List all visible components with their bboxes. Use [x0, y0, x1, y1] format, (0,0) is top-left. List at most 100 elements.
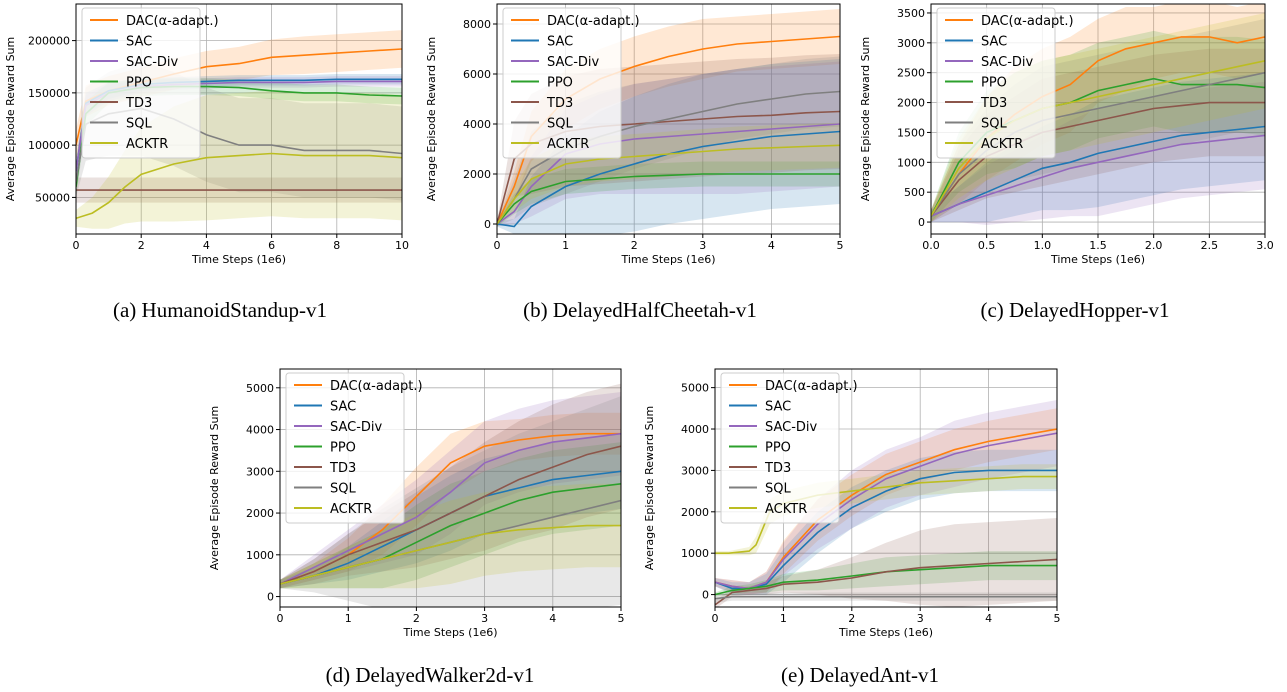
- plot-frame: [75, 3, 403, 235]
- y-tick-label: 3500: [897, 7, 925, 20]
- x-tick-label: 2: [138, 239, 145, 252]
- legend-label: DAC(α-adapt.): [330, 379, 423, 394]
- legend-label: DAC(α-adapt.): [126, 14, 219, 29]
- band-sac: [280, 433, 621, 589]
- legend-label: TD3: [125, 96, 152, 111]
- legend-label: DAC(α-adapt.): [981, 14, 1074, 29]
- y-tick-label: 3000: [897, 37, 925, 50]
- series-line-sac: [497, 130, 840, 228]
- y-axis-label: Average Episode Reward Sum: [425, 37, 438, 202]
- series-line-sac: [931, 125, 1265, 217]
- x-tick-label: 4: [768, 239, 775, 252]
- chart-svg-e: 0 1 2 3 4 5 0 1000 2000 3000 4000 5000 Time Steps (1…: [643, 368, 1061, 639]
- plot-frame: [496, 3, 841, 235]
- x-tick-label: 10: [395, 239, 409, 252]
- x-tick-label: 0: [73, 239, 80, 252]
- y-tick-label: 4000: [246, 424, 274, 437]
- x-tick-label: 4: [985, 612, 992, 625]
- y-tick-label: 2000: [681, 506, 709, 519]
- x-tick-label: 3.0: [1256, 239, 1274, 252]
- band-sac-div: [280, 392, 621, 589]
- x-tick-label: 0: [494, 239, 501, 252]
- caption-c: (c) DelayedHopper-v1: [980, 298, 1170, 322]
- chart-panel-humanoidstandup: 0 2 4 6 8 10 50000 100000 150000 200000 Time Steps…: [0, 0, 425, 280]
- legend-label: SQL: [981, 117, 1007, 132]
- series-line-ppo: [715, 564, 1057, 596]
- legend-label: TD3: [546, 96, 573, 111]
- legend-label: SAC: [981, 35, 1007, 50]
- legend-label: ACKTR: [765, 502, 807, 517]
- caption-d: (d) DelayedWalker2d-v1: [325, 663, 535, 687]
- legend-label: SQL: [765, 482, 791, 497]
- legend-label: ACKTR: [126, 137, 168, 152]
- y-tick-label: 3000: [681, 464, 709, 477]
- series-line-td3: [715, 558, 1057, 606]
- band-sac: [497, 59, 840, 234]
- chart-panel-delayedwalker2d: 0 1 2 3 4 5 0 1000 2000 3000 4000 5000 Time Steps (1…: [208, 365, 640, 650]
- x-axis-label: Time Steps (1e6): [191, 253, 286, 266]
- y-tick-label: 1500: [897, 126, 925, 139]
- legend-label: PPO: [330, 441, 356, 456]
- x-tick-label: 2.5: [1201, 239, 1219, 252]
- legend-label: PPO: [765, 441, 791, 456]
- y-tick-label: 0: [484, 218, 491, 231]
- legend: DAC(α-adapt.) SAC SAC-Div PPO TD3 SQL ACKTR: [936, 7, 1074, 159]
- y-tick-label: 0: [918, 216, 925, 229]
- legend-label: SAC-Div: [547, 55, 600, 70]
- series-line-sql: [497, 90, 840, 225]
- y-axis-label: Average Episode Reward Sum: [208, 406, 221, 571]
- series-line-sac-div: [280, 432, 621, 585]
- legend-label: SAC-Div: [765, 420, 818, 435]
- series-line-acktr: [76, 152, 402, 220]
- chart-panel-delayedhopper: 0.0 0.5 1.0 1.5 2.0 2.5 3.0 0 500 1000 1500 2000 250…: [858, 0, 1283, 280]
- legend-label: SAC-Div: [981, 55, 1034, 70]
- chart-svg-b: 0 1 2 3 4 5 0 2000 4000 6000 8000 Time Steps (1e6) A…: [425, 3, 844, 266]
- legend-label: SQL: [330, 482, 356, 497]
- y-tick-label: 6000: [463, 68, 491, 81]
- legend-label: SQL: [547, 117, 573, 132]
- series-line-td3: [280, 445, 621, 585]
- x-tick-label: 2: [413, 612, 420, 625]
- x-tick-label: 1: [562, 239, 569, 252]
- y-axis-label: Average Episode Reward Sum: [643, 406, 656, 571]
- y-axis-label: Average Episode Reward Sum: [859, 37, 872, 202]
- legend-label: PPO: [547, 76, 573, 91]
- x-tick-label: 4: [203, 239, 210, 252]
- band-acktr: [280, 483, 621, 589]
- x-tick-label: 0: [712, 612, 719, 625]
- x-tick-label: 0: [277, 612, 284, 625]
- legend-label: TD3: [980, 96, 1007, 111]
- legend: DAC(α-adapt.) SAC SAC-Div PPO TD3 SQL ACKTR: [502, 7, 640, 159]
- caption-b: (b) DelayedHalfCheetah-v1: [523, 298, 757, 322]
- y-tick-label: 4000: [681, 423, 709, 436]
- legend-box: [936, 7, 1056, 159]
- chart-svg-d: 0 1 2 3 4 5 0 1000 2000 3000 4000 5000 Time Steps (1…: [208, 368, 625, 639]
- y-tick-label: 4000: [463, 118, 491, 131]
- x-tick-label: 1.0: [1034, 239, 1052, 252]
- series-line-ppo: [497, 173, 840, 225]
- legend-box: [81, 7, 201, 159]
- legend-label: SQL: [126, 117, 152, 132]
- plot-frame: [714, 368, 1058, 608]
- x-tick-label: 5: [1054, 612, 1061, 625]
- y-tick-label: 150000: [28, 87, 70, 100]
- legend: DAC(α-adapt.) SAC SAC-Div PPO TD3 SQL ACKTR: [720, 372, 858, 524]
- y-tick-label: 50000: [35, 191, 70, 204]
- band-td3: [715, 518, 1057, 607]
- legend-label: SAC-Div: [126, 55, 179, 70]
- band-sac-div: [715, 400, 1057, 595]
- y-tick-label: 0: [702, 589, 709, 602]
- caption-e: (e) DelayedAnt-v1: [780, 663, 939, 687]
- legend-label: ACKTR: [981, 137, 1023, 152]
- band-sac: [715, 449, 1057, 595]
- y-tick-label: 5000: [681, 382, 709, 395]
- y-tick-label: 100000: [28, 139, 70, 152]
- chart-panel-delayedhalfcheetah: 0 1 2 3 4 5 0 2000 4000 6000 8000 Time Steps (1e6) A…: [425, 0, 855, 280]
- x-axis-label: Time Steps (1e6): [1050, 253, 1145, 266]
- x-tick-label: 0.5: [978, 239, 996, 252]
- series-line-sac-div: [931, 134, 1265, 217]
- band-ppo: [280, 442, 621, 589]
- legend-label: PPO: [981, 76, 1007, 91]
- legend-box: [720, 372, 840, 524]
- band-dac-adapt-: [931, 4, 1265, 223]
